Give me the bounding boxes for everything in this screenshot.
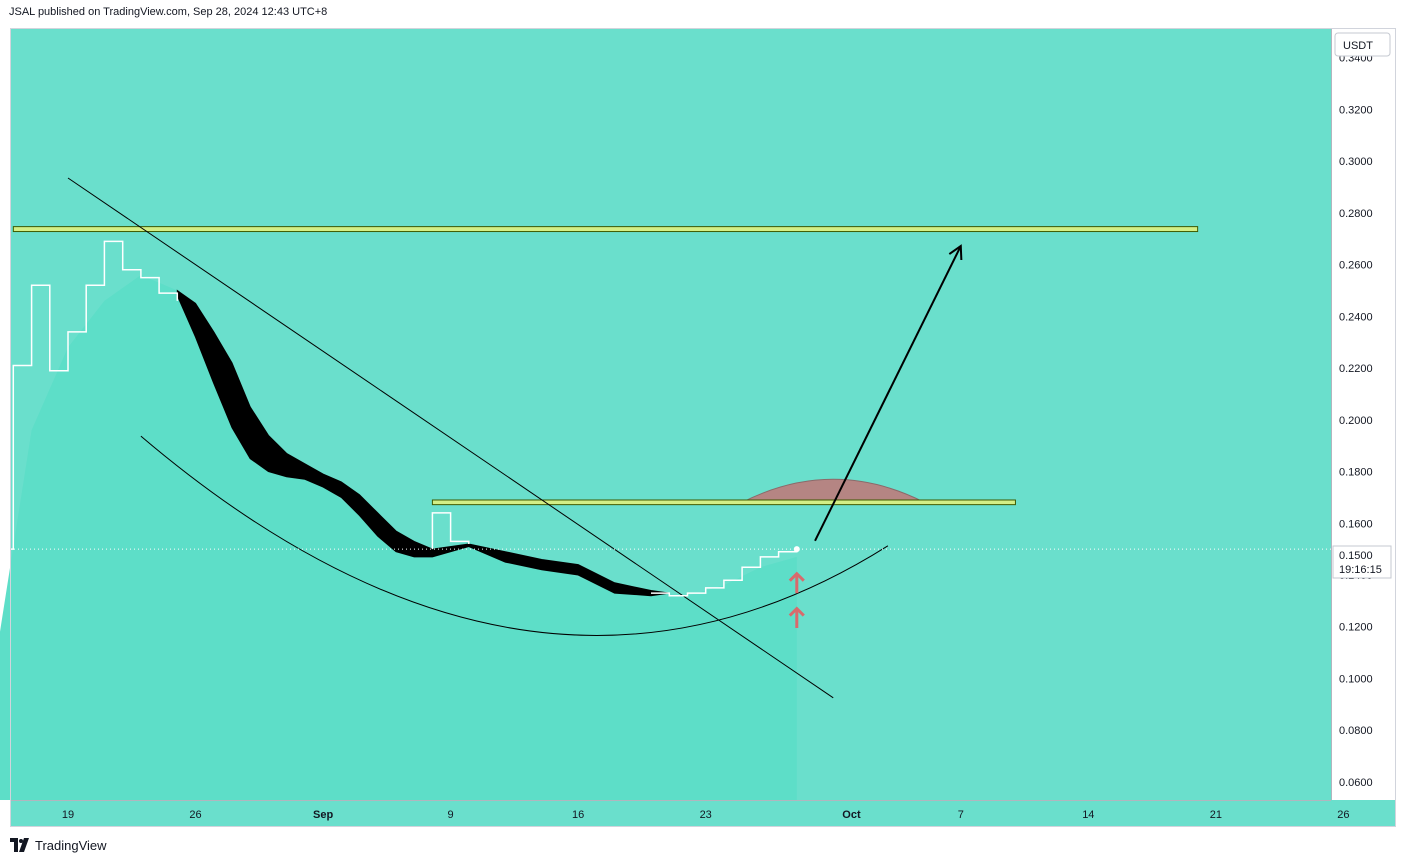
x-tick-label: 16 (572, 809, 584, 821)
y-tick-label: 0.2800 (1339, 208, 1373, 220)
drawings-layer (12, 177, 1199, 699)
descending-trendline (67, 177, 834, 699)
y-tick-label: 0.3200 (1339, 104, 1373, 116)
y-tick-label: 0.2600 (1339, 260, 1373, 272)
y-tick-label: 0.3000 (1339, 156, 1373, 168)
y-tick-label: 0.2000 (1339, 415, 1373, 427)
x-tick-label: 9 (448, 809, 454, 821)
y-tick-label: 0.0800 (1339, 725, 1373, 737)
time-axis-background (10, 800, 1396, 827)
y-tick-label: 0.1600 (1339, 518, 1373, 530)
x-tick-label: 26 (1337, 809, 1349, 821)
publish-info: JSAL published on TradingView.com, Sep 2… (9, 6, 328, 18)
y-tick-label: 0.2200 (1339, 363, 1373, 375)
band-layer (176, 289, 670, 597)
x-tick-label: Oct (842, 809, 861, 821)
x-tick-label: 26 (189, 809, 201, 821)
price-area (0, 275, 797, 800)
current-price-label: 0.1500 (1339, 550, 1373, 562)
y-tick-label: 0.1800 (1339, 467, 1373, 479)
up-arrow-1-head (788, 571, 805, 582)
currency-label: USDT (1343, 40, 1373, 52)
chart-border (10, 28, 1396, 827)
price-step-line-2 (431, 512, 470, 550)
footer: TradingView (10, 836, 107, 854)
current-price-box (1332, 545, 1392, 579)
dome-shape (741, 478, 925, 503)
x-tick-label: 14 (1082, 809, 1094, 821)
x-tick-label: 23 (700, 809, 712, 821)
projection-arrow-head (948, 244, 963, 261)
up-arrow-2-head (788, 606, 805, 617)
price-step-line-1 (0, 240, 179, 550)
countdown-label: 19:16:15 (1339, 564, 1382, 576)
projection-arrow-line (814, 245, 962, 542)
tradingview-logo-icon[interactable] (10, 838, 30, 852)
axes-layer: 0.06000.08000.10000.12000.14000.16000.18… (10, 28, 1373, 821)
y-tick-label: 0.1200 (1339, 622, 1373, 634)
price-layer (0, 240, 1331, 597)
resistance-level-2 (431, 499, 1016, 506)
x-tick-label: 19 (62, 809, 74, 821)
price-step-line-3 (651, 549, 798, 597)
y-tick-label: 0.2400 (1339, 311, 1373, 323)
rounded-bottom-curve (140, 435, 889, 636)
x-tick-label: Sep (313, 809, 333, 821)
currency-label-box[interactable] (1334, 32, 1391, 57)
y-tick-label: 0.1000 (1339, 673, 1373, 685)
price-axis-background (1331, 28, 1396, 800)
y-tick-label: 0.0600 (1339, 777, 1373, 789)
area-layer (0, 275, 797, 800)
footer-brand[interactable]: TradingView (35, 837, 107, 853)
last-price-marker (793, 546, 800, 553)
resistance-level-1 (12, 226, 1199, 233)
x-tick-label: 7 (958, 809, 964, 821)
price-labels-layer: USDT 0.1500 19:16:15 (1332, 32, 1392, 579)
moving-average-band (176, 289, 670, 597)
x-tick-label: 21 (1210, 809, 1222, 821)
